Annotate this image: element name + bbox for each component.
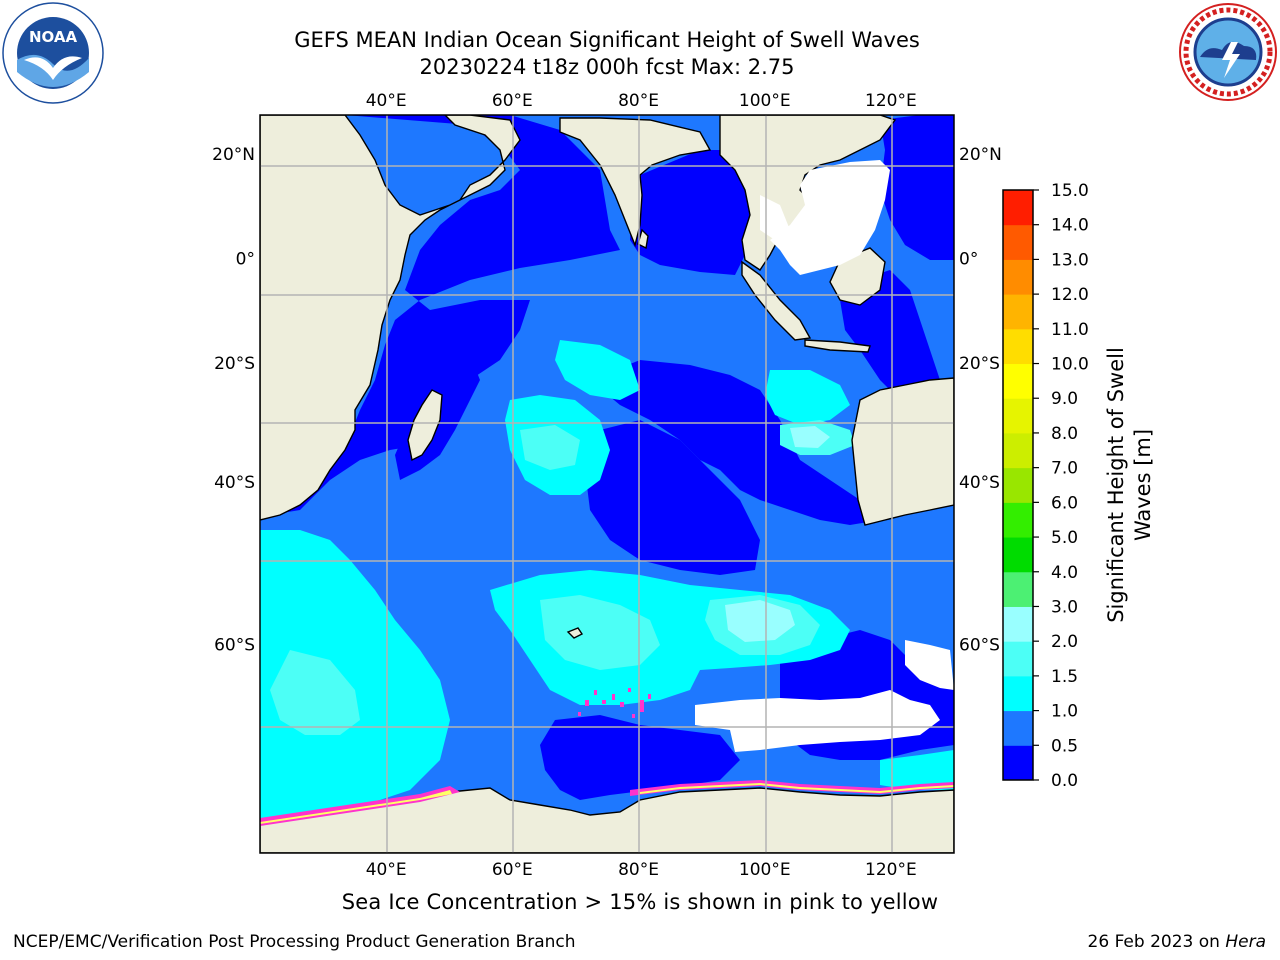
lat-ticks-right: 20°N 0° 20°S 40°S 60°S — [959, 145, 1002, 656]
lon-tick-label: 60°E — [492, 91, 533, 111]
lon-tick-label: 40°E — [366, 91, 407, 111]
lat-tick-label: 40°S — [214, 473, 255, 493]
australia — [851, 377, 954, 526]
noaa-logo-text: NOAA — [29, 28, 78, 46]
colorbar-tick-label: 0.0 — [1051, 771, 1078, 791]
lon-ticks-bottom: 40°E 60°E 80°E 100°E 120°E — [366, 860, 917, 880]
lat-tick-label: 0° — [959, 250, 978, 270]
colorbar-tick-label: 15.0 — [1051, 181, 1089, 201]
colorbar-tick-label: 1.0 — [1051, 702, 1078, 722]
lat-tick-label: 0° — [236, 250, 255, 270]
graticule — [260, 115, 954, 853]
colorbar-tick-label: 8.0 — [1051, 424, 1078, 444]
colorbar-swatch — [1003, 398, 1033, 434]
colorbar-tick-label: 4.0 — [1051, 563, 1078, 583]
lat-ticks-left: 20°N 0° 20°S 40°S 60°S — [212, 145, 255, 656]
colorbar-swatch — [1003, 502, 1033, 538]
colorbar-title-line1: Significant Height of Swell — [1104, 347, 1128, 623]
lat-tick-label: 20°S — [959, 354, 1000, 374]
lon-tick-label: 60°E — [492, 860, 533, 880]
lon-ticks-top: 40°E 60°E 80°E 100°E 120°E — [366, 91, 917, 111]
sumatra — [741, 260, 812, 341]
lon-tick-label: 40°E — [366, 860, 407, 880]
colorbar-swatch — [1003, 606, 1033, 642]
lon-tick-label: 80°E — [618, 91, 659, 111]
noaa-logo: NOAA — [2, 2, 104, 104]
colorbar-swatch — [1003, 467, 1033, 503]
colorbar-tick-label: 11.0 — [1051, 320, 1089, 340]
colorbar-tick-label: 5.0 — [1051, 528, 1078, 548]
kerguelen — [566, 627, 584, 639]
colorbar-swatch — [1003, 571, 1033, 607]
india — [559, 117, 712, 248]
lon-tick-label: 80°E — [618, 860, 659, 880]
footer-credit: NCEP/EMC/Verification Post Processing Pr… — [13, 932, 576, 952]
map-area — [260, 115, 954, 853]
lat-tick-label: 60°S — [959, 636, 1000, 656]
sea-ice-fringe — [260, 780, 954, 826]
colorbar-tick-label: 2.0 — [1051, 632, 1078, 652]
lon-tick-label: 100°E — [739, 91, 791, 111]
colorbar-tick-label: 3.0 — [1051, 597, 1078, 617]
madagascar — [407, 389, 443, 462]
colorbar-title-line2: Waves [m] — [1131, 429, 1155, 541]
footer-date: 26 Feb 2023 on Hera — [1088, 932, 1266, 952]
lat-tick-label: 20°N — [212, 145, 255, 165]
lon-tick-label: 120°E — [865, 91, 917, 111]
colorbar-swatch — [1003, 190, 1033, 226]
colorbar-tick-label: 7.0 — [1051, 459, 1078, 479]
colorbar-swatch — [1003, 294, 1033, 330]
lat-tick-label: 20°S — [214, 354, 255, 374]
colorbar-swatch — [1003, 259, 1033, 295]
colorbar-swatch — [1003, 675, 1033, 712]
landmass — [260, 115, 954, 853]
colorbar-swatch — [1003, 224, 1033, 260]
colorbar-swatch — [1003, 710, 1033, 746]
masked-regions — [695, 160, 954, 752]
colorbar-tick-label: 0.5 — [1051, 736, 1078, 756]
sea-ice-note: Sea Ice Concentration > 15% is shown in … — [341, 890, 939, 914]
lat-tick-label: 40°S — [959, 473, 1000, 493]
sea-ice-specks — [578, 688, 651, 718]
colorbar-swatch — [1003, 745, 1033, 781]
colorbar-tick-label: 10.0 — [1051, 355, 1089, 375]
colorbar-tick-label: 6.0 — [1051, 493, 1078, 513]
java — [804, 339, 871, 353]
colorbar-tick-label: 13.0 — [1051, 250, 1089, 270]
colorbar-swatch — [1003, 328, 1033, 365]
colorbar-swatch — [1003, 537, 1033, 573]
colorbar-frame — [1002, 189, 1034, 781]
footer-host: Hera — [1225, 932, 1266, 952]
colorbar-tick-label: 9.0 — [1051, 389, 1078, 409]
colorbar-swatch — [1003, 432, 1033, 469]
colorbar-swatch — [1003, 641, 1033, 677]
lat-tick-label: 20°N — [959, 145, 1002, 165]
lat-tick-label: 60°S — [214, 636, 255, 656]
chart-subtitle: 20230224 t18z 000h fcst Max: 2.75 — [419, 55, 795, 79]
africa-arabia — [260, 115, 521, 521]
footer-date-text: 26 Feb 2023 on — [1087, 932, 1226, 952]
colorbar: 0.0 0.5 1.0 1.5 2.0 3.0 4.0 5.0 6.0 7.0 8.0 9.0 10.0… — [1002, 181, 1089, 791]
swell-band-2-3 — [725, 426, 830, 642]
colorbar-tick-label: 14.0 — [1051, 216, 1089, 236]
colorbar-tick-label: 12.0 — [1051, 285, 1089, 305]
colorbar-swatch — [1003, 363, 1033, 399]
nws-logo — [1179, 3, 1277, 101]
lon-tick-label: 120°E — [865, 860, 917, 880]
map-frame — [259, 114, 955, 854]
chart-title: GEFS MEAN Indian Ocean Significant Heigh… — [294, 28, 920, 52]
lon-tick-label: 100°E — [739, 860, 791, 880]
colorbar-tick-label: 1.5 — [1051, 667, 1078, 687]
